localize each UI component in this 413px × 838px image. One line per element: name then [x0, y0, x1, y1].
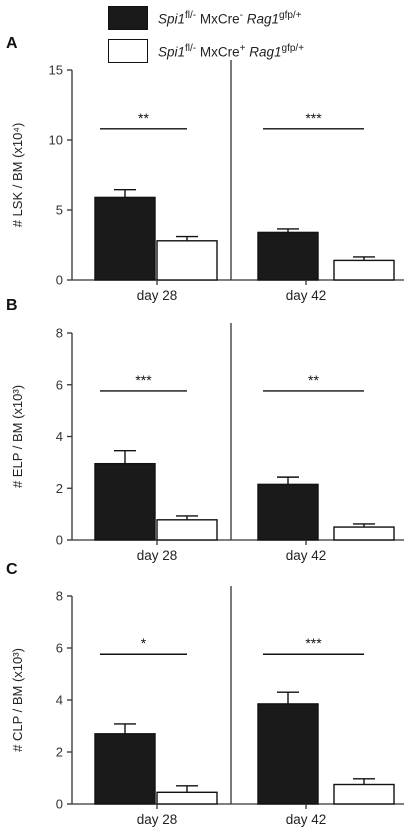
bar-black	[257, 231, 319, 281]
panel-letter: B	[6, 297, 18, 314]
legend-label: Spi1fl/- MxCre+ Rag1gfp/+	[158, 42, 305, 60]
bar-white	[156, 240, 218, 281]
legend-entry-cre-negative: Spi1fl/- MxCre- Rag1gfp/+	[108, 5, 302, 31]
x-tick-label: day 42	[286, 548, 327, 563]
bar-black	[94, 196, 156, 281]
legend-swatch-black	[108, 6, 148, 30]
panel-letter: C	[6, 561, 18, 578]
legend: Spi1fl/- MxCre- Rag1gfp/+ Spi1fl/- MxCre…	[0, 0, 413, 70]
y-tick-label: 4	[56, 429, 63, 444]
y-tick-label: 2	[56, 745, 63, 760]
bar-white	[333, 783, 395, 805]
y-tick-label: 6	[56, 377, 63, 392]
y-axis-label: # CLP / BM (x10³)	[10, 648, 25, 752]
y-tick-label: 2	[56, 481, 63, 496]
y-tick-label: 0	[56, 797, 63, 812]
y-tick-label: 4	[56, 693, 63, 708]
bar-white	[333, 259, 395, 281]
y-tick-label: 5	[56, 203, 63, 218]
y-axis-label: # ELP / BM (x10³)	[10, 385, 25, 488]
x-tick-label: day 28	[137, 288, 178, 303]
x-tick-label: day 28	[137, 812, 178, 827]
y-tick-label: 8	[56, 589, 63, 604]
x-tick-label: day 42	[286, 288, 327, 303]
y-tick-label: 15	[49, 63, 63, 78]
y-tick-label: 0	[56, 533, 63, 548]
legend-label: Spi1fl/- MxCre- Rag1gfp/+	[158, 9, 302, 27]
bar-white	[156, 519, 218, 541]
legend-entry-cre-positive: Spi1fl/- MxCre+ Rag1gfp/+	[108, 38, 304, 64]
significance-marker: **	[308, 372, 319, 388]
x-tick-label: day 42	[286, 812, 327, 827]
significance-marker: **	[138, 110, 149, 126]
bar-black	[257, 703, 319, 805]
legend-swatch-white	[108, 39, 148, 63]
bar-black	[94, 462, 156, 541]
bar-white	[156, 791, 218, 805]
bar-black	[94, 733, 156, 805]
significance-marker: ***	[305, 635, 322, 651]
x-tick-label: day 28	[137, 548, 178, 563]
panel-letter: A	[6, 35, 18, 52]
significance-marker: ***	[135, 372, 152, 388]
bar-white	[333, 526, 395, 541]
y-tick-label: 8	[56, 326, 63, 341]
significance-marker: *	[141, 635, 147, 651]
y-tick-label: 0	[56, 273, 63, 288]
bar-black	[257, 483, 319, 541]
y-tick-label: 6	[56, 641, 63, 656]
y-axis-label: # LSK / BM (x10⁴)	[10, 123, 25, 228]
significance-marker: ***	[305, 110, 322, 126]
y-tick-label: 10	[49, 133, 63, 148]
